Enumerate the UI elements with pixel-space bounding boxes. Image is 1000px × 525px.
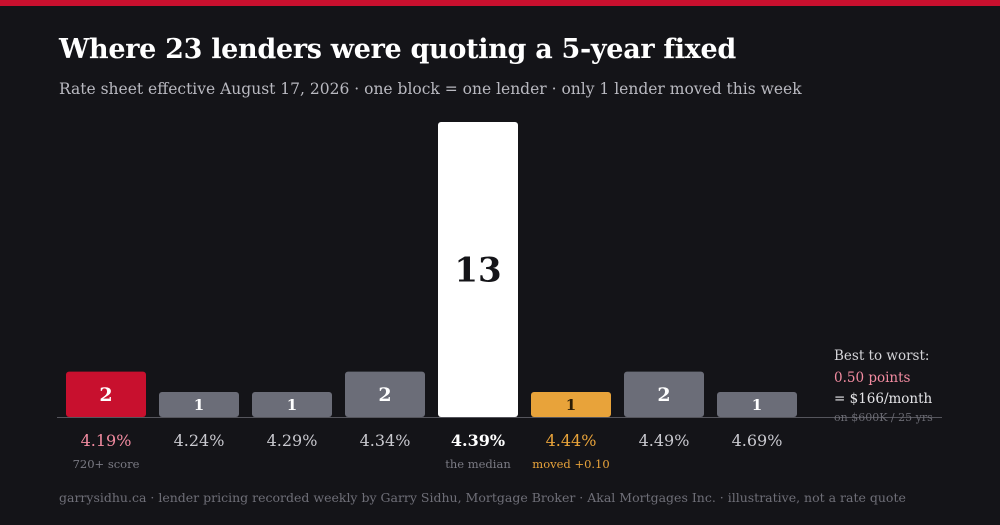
bar-value-label: 1 [194, 396, 204, 414]
loan-basis: on $600K / 25 yrs [834, 411, 933, 424]
best-to-worst-heading: Best to worst: [834, 348, 930, 364]
bar-annotation: the median [445, 457, 511, 471]
bar-value-label: 1 [752, 396, 762, 414]
rate-tick-label: 4.34% [360, 431, 411, 450]
rate-tick-label: 4.19% [81, 431, 132, 450]
bar-3 [252, 392, 332, 417]
rate-tick-label: 4.69% [732, 431, 783, 450]
bar-2 [159, 392, 239, 417]
bar-value-label: 2 [99, 384, 112, 406]
bar-annotation: 720+ score [73, 457, 140, 471]
bar-4 [345, 371, 425, 417]
bar-1 [66, 371, 146, 417]
bar-6 [531, 392, 611, 417]
bar-7 [624, 371, 704, 417]
brand-top-bar [0, 0, 1000, 6]
source-footer: garrysidhu.ca · lender pricing recorded … [59, 490, 906, 505]
bar-value-label: 2 [657, 384, 670, 406]
bar-value-label: 1 [287, 396, 297, 414]
rate-tick-label: 4.24% [174, 431, 225, 450]
best-to-worst-note: Best to worst: 0.50 points = $166/month … [834, 348, 933, 424]
rate-tick-label: 4.49% [639, 431, 690, 450]
rate-tick-label: 4.39% [451, 431, 505, 450]
monthly-cost-difference: = $166/month [834, 391, 933, 407]
bar-value-label: 1 [566, 396, 576, 414]
rate-spread: 0.50 points [834, 370, 911, 386]
chart-subtitle: Rate sheet effective August 17, 2026 · o… [59, 80, 802, 98]
bar-value-label: 13 [454, 251, 501, 291]
bar-annotation: moved +0.10 [532, 457, 609, 471]
rate-tick-label: 4.44% [546, 431, 597, 450]
bar-8 [717, 392, 797, 417]
bar-5 [438, 122, 518, 417]
chart-title: Where 23 lenders were quoting a 5-year f… [59, 34, 736, 65]
bar-value-label: 2 [378, 384, 391, 406]
rate-tick-label: 4.29% [267, 431, 318, 450]
